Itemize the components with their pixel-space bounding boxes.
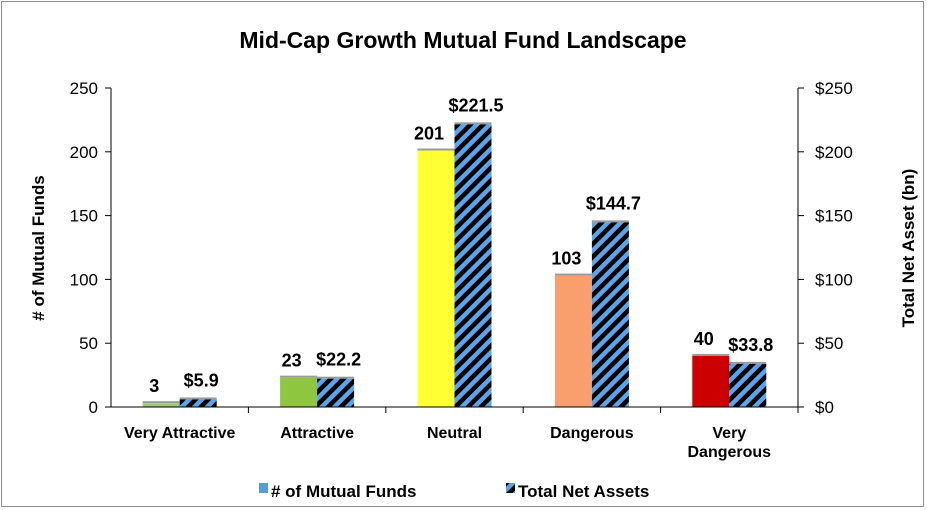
- category-label: Attractive: [280, 425, 354, 442]
- legend: # of Mutual Funds Total Net Assets: [259, 482, 649, 501]
- data-label-net-assets: $22.2: [316, 350, 361, 370]
- data-label-funds: 3: [149, 376, 159, 396]
- bar-funds: [280, 377, 318, 407]
- data-label-funds: 40: [694, 329, 714, 349]
- bar-funds-cap: [417, 148, 455, 151]
- bar-net-assets-cap: [591, 220, 629, 223]
- category-label: Very Attractive: [124, 425, 236, 442]
- bar-net-assets-cap: [454, 122, 492, 125]
- right-axis-title: Total Net Asset (bn): [899, 169, 918, 328]
- bar-net-assets: [591, 222, 629, 407]
- bar-funds: [417, 150, 455, 408]
- legend-swatch-funds: [259, 483, 268, 493]
- category-label: Dangerous: [550, 425, 634, 442]
- left-axis-tick-label: 0: [89, 398, 98, 417]
- bar-net-assets: [729, 363, 767, 407]
- data-label-funds: 23: [282, 351, 302, 371]
- bar-net-assets-cap: [179, 397, 217, 400]
- left-axis-tick-label: 150: [70, 207, 98, 226]
- category-label: Neutral: [427, 425, 482, 442]
- bar-net-assets-cap: [317, 376, 355, 379]
- bar-net-assets-cap: [729, 361, 767, 364]
- data-label-net-assets: $221.5: [448, 95, 503, 115]
- left-axis: 0 50 100 150 200 250: [70, 79, 112, 417]
- data-label-funds: 103: [551, 249, 581, 269]
- data-label-net-assets: $144.7: [586, 193, 641, 213]
- left-axis-tick-label: 100: [70, 270, 98, 289]
- bar-funds-cap: [142, 401, 180, 404]
- bar-funds: [142, 403, 180, 407]
- bar-funds-cap: [554, 273, 592, 276]
- right-axis-tick-label: $0: [815, 398, 834, 417]
- bar-net-assets: [454, 124, 492, 407]
- right-axis-tick-label: $50: [815, 334, 843, 353]
- right-axis-tick-label: $250: [815, 79, 853, 98]
- legend-label-funds: # of Mutual Funds: [271, 482, 416, 501]
- bar-funds-cap: [280, 375, 318, 378]
- right-axis-tick-label: $100: [815, 270, 853, 289]
- data-label-net-assets: $33.8: [728, 335, 773, 355]
- right-axis-tick-label: $200: [815, 143, 853, 162]
- data-label-funds: 201: [414, 124, 444, 144]
- bar-funds: [692, 355, 730, 407]
- left-axis-title: # of Mutual Funds: [29, 175, 48, 320]
- bar-funds-cap: [692, 353, 730, 356]
- bar-net-assets: [179, 399, 217, 407]
- right-axis: $0 $50 $100 $150 $200 $250: [797, 79, 853, 417]
- left-axis-tick-label: 200: [70, 143, 98, 162]
- left-axis-tick-label: 250: [70, 79, 98, 98]
- data-labels: 3 $5.9 23 $22.2 201$221.5 103 $144.7 40 $33.8: [149, 95, 773, 396]
- bar-series: [142, 122, 767, 408]
- x-axis: Very Attractive Attractive Neutral Dangerou…: [111, 406, 799, 461]
- left-axis-tick-label: 50: [79, 334, 98, 353]
- legend-label-net-assets: Total Net Assets: [518, 482, 649, 501]
- data-label-net-assets: $5.9: [184, 370, 219, 390]
- category-label: Very Dangerous: [688, 425, 772, 461]
- legend-swatch-net-assets: [506, 483, 515, 493]
- chart-title: Mid-Cap Growth Mutual Fund Landscape: [239, 27, 686, 53]
- bar-funds: [554, 275, 592, 407]
- right-axis-tick-label: $150: [815, 207, 853, 226]
- bar-net-assets: [317, 378, 355, 407]
